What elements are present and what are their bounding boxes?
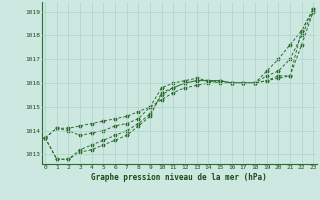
X-axis label: Graphe pression niveau de la mer (hPa): Graphe pression niveau de la mer (hPa) xyxy=(91,173,267,182)
